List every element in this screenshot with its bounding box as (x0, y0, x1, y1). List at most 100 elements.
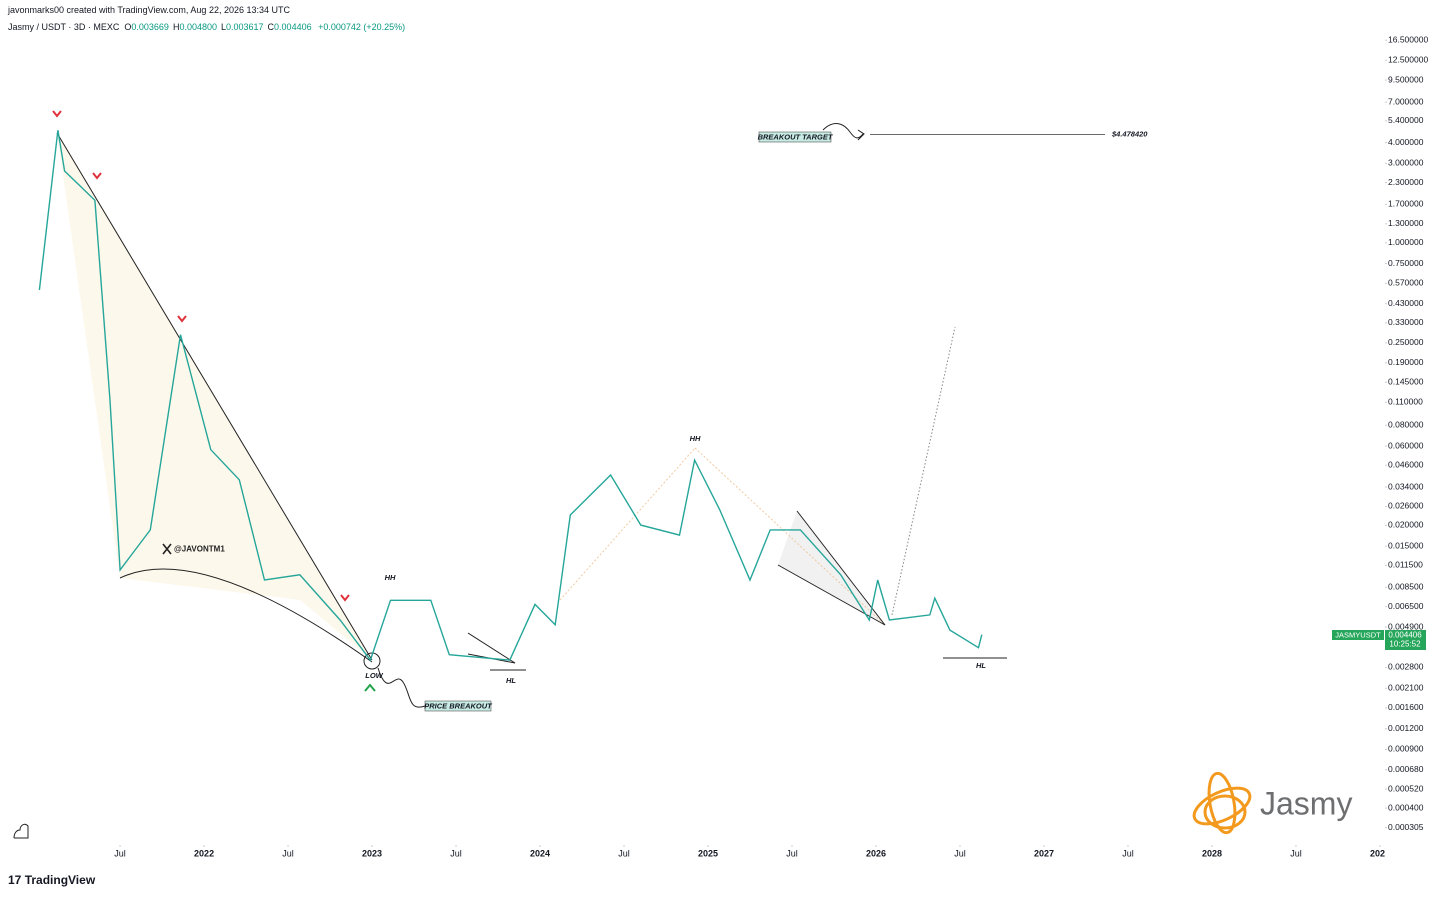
ohlc-key: H (172, 22, 180, 32)
tool-icon (13, 823, 29, 839)
y-tick-label: 3.000000 (1388, 158, 1424, 168)
y-tick-label: 0.000520 (1388, 783, 1424, 793)
ohlc-value: 0.003617 (226, 22, 264, 32)
y-tick-label: 0.001200 (1388, 723, 1424, 733)
y-tick-label: 0.020000 (1388, 520, 1424, 530)
tag-countdown: 10:25:52 (1389, 640, 1421, 649)
y-tick-label: 1.000000 (1388, 237, 1424, 247)
y-tick-label: 0.000680 (1388, 764, 1424, 774)
y-tick-label: 0.034000 (1388, 481, 1424, 491)
x-tick-label: 2022 (194, 848, 214, 858)
annotation: HL (976, 661, 986, 670)
y-tick-label: 0.006500 (1388, 601, 1424, 611)
target-label: $4.478420 (1111, 129, 1148, 138)
y-tick-label: 1.300000 (1388, 218, 1424, 228)
ohlc-key: C (267, 22, 275, 32)
tag-bg (1385, 630, 1426, 650)
y-tick-label: 0.080000 (1388, 420, 1424, 430)
projection (891, 326, 956, 616)
y-tick-label: 0.145000 (1388, 377, 1424, 387)
x-tick-label: Jul (1290, 848, 1302, 858)
trendline (796, 510, 886, 626)
squiggle (377, 667, 426, 708)
symbol: Jasmy / USDT · 3D · MEXC (8, 22, 120, 32)
annotation: LOW (365, 671, 383, 680)
arrow (822, 123, 865, 141)
y-tick-label: 0.190000 (1388, 357, 1424, 367)
markers (52, 110, 350, 602)
y-tick-label: 0.250000 (1388, 337, 1424, 347)
y-tick-label: 0.001600 (1388, 702, 1424, 712)
y-tick-label: 0.000400 (1388, 802, 1424, 812)
footer-mark: 17 (8, 873, 25, 887)
y-tick-label: 9.500000 (1388, 74, 1424, 84)
shade (778, 511, 885, 625)
x-tick-label: 2024 (530, 848, 550, 858)
label-box (424, 700, 492, 712)
x-tick-label: 2029 (1370, 848, 1390, 858)
y-tick-label: 0.004900 (1388, 621, 1424, 631)
y-tick-label: 0.000305 (1388, 822, 1424, 832)
y-tick-label: 0.002800 (1388, 662, 1424, 672)
handle-text: @JAVONTM1 (174, 545, 225, 554)
y-tick-label: 0.750000 (1388, 258, 1424, 268)
ohlc-value: 0.003669 (131, 22, 169, 32)
top-marker (92, 172, 102, 180)
annotation: HH (690, 434, 701, 443)
x-tick-label: Jul (114, 848, 126, 858)
arc (119, 568, 373, 663)
bottom-marker (364, 683, 376, 692)
annotation: BREAKOUT TARGET (758, 132, 834, 141)
y-tick-label: 0.015000 (1388, 540, 1424, 550)
label-box (758, 131, 832, 143)
logo-ring (1192, 786, 1252, 826)
y-tick-label: 0.330000 (1388, 317, 1424, 327)
x-tick-label: Jul (618, 848, 630, 858)
x-axis: Jul 2022 Jul 2023 Jul 2024 Jul 2025 Jul 2026 Jul 20… (114, 845, 1390, 858)
change: +0.000742 (+20.25%) (318, 22, 406, 32)
x-tick-label: Jul (282, 848, 294, 858)
x-tick-label: 2025 (698, 848, 718, 858)
y-tick-label: 0.008500 (1388, 581, 1424, 591)
y-tick-label: 0.060000 (1388, 440, 1424, 450)
ohlc-value: 0.004800 (179, 22, 217, 32)
annotation: HH (385, 573, 396, 582)
x-tick-label: 2026 (866, 848, 886, 858)
dotted (694, 447, 886, 626)
y-tick-label: 12.500000 (1388, 55, 1428, 65)
y-tick-label: 1.700000 (1388, 199, 1424, 209)
x-tick-label: Jul (786, 848, 798, 858)
x-tick-label: 2027 (1034, 848, 1054, 858)
jasmy-logo (1192, 771, 1252, 835)
ohlc-key: O (124, 22, 132, 32)
ohlc: O0.003669 H0.004800 L0.003617 C0.004406 (124, 22, 315, 32)
y-tick-label: 0.110000 (1388, 396, 1423, 406)
footer-text: TradingView (25, 873, 96, 887)
top-marker (177, 315, 187, 323)
annotation: HL (506, 676, 516, 685)
x-tick-label: Jul (1122, 848, 1134, 858)
y-tick-label: 0.002100 (1388, 683, 1424, 693)
brand: Jasmy (1260, 785, 1352, 821)
trendline (467, 632, 516, 664)
logo-ring (1203, 794, 1247, 830)
y-tick-label: 0.430000 (1388, 298, 1424, 308)
y-tick-label: 0.026000 (1388, 501, 1424, 511)
annotation: PRICE BREAKOUT (424, 701, 493, 710)
tag-bg (1332, 630, 1384, 640)
x-tick-label: Jul (450, 848, 462, 858)
low-circle (363, 652, 381, 670)
price-line (38, 130, 983, 662)
x-tick-label: Jul (954, 848, 966, 858)
dotted (559, 447, 696, 601)
tag-symbol: JASMYUSDT (1335, 630, 1381, 639)
y-tick-label: 4.000000 (1388, 137, 1424, 147)
y-tick-label: 0.046000 (1388, 459, 1424, 469)
ohlc-key: L (220, 22, 226, 32)
x-tick-label: 2028 (1202, 848, 1222, 858)
credit: javonmarks00 created with TradingView.co… (8, 5, 290, 15)
ohlc-value: 0.004406 (274, 22, 312, 32)
y-tick-label: 16.500000 (1388, 34, 1428, 44)
trendline (56, 132, 373, 661)
